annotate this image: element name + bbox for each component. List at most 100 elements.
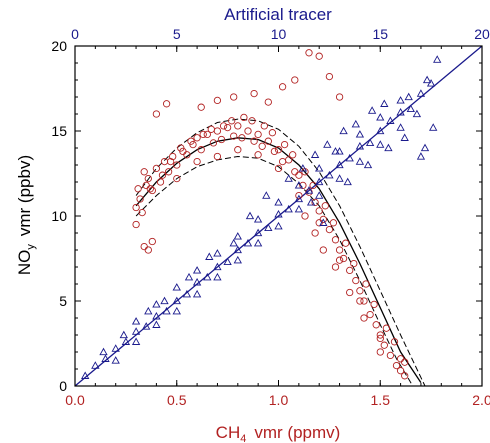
circle-point (309, 181, 317, 190)
circle-point (356, 287, 364, 295)
triangle-point (253, 238, 263, 247)
circle-point (193, 134, 201, 142)
circle-point (213, 96, 222, 105)
left-axis-title: NOy vmr (ppbv) (15, 155, 37, 275)
circle-point (331, 263, 340, 271)
bottom-axis-title-subscript: 4 (240, 433, 246, 443)
circle-point (193, 157, 201, 166)
circle-point (291, 76, 299, 84)
circle-point (321, 202, 329, 210)
triangle-point (420, 143, 430, 152)
triangle-point (213, 249, 222, 257)
circle-point (203, 130, 211, 139)
triangle-point (335, 160, 344, 169)
triangle-point (213, 272, 222, 281)
triangle-point (99, 347, 108, 356)
circle-point (162, 100, 171, 108)
circle-point (289, 151, 297, 159)
left-axis-tick-label: 15 (51, 123, 67, 139)
top-axis-tick-label: 0 (71, 26, 79, 42)
triangle-point (274, 209, 283, 218)
circle-point (223, 123, 232, 132)
triangle-point (386, 116, 395, 124)
circle-point (148, 186, 156, 195)
curve-line (135, 137, 422, 383)
circle-point (315, 219, 323, 227)
circle-point (140, 168, 148, 176)
triangle-point (412, 109, 422, 118)
circle-point (164, 168, 173, 176)
circle-point (278, 83, 287, 91)
circle-point (169, 152, 177, 161)
triangle-point (160, 296, 169, 305)
bottom-axis-title-main: CH (216, 423, 241, 442)
circle-point (346, 266, 354, 275)
bottom-axis-title-rest: vmr (ppmv) (254, 423, 340, 442)
triangle-point (229, 238, 238, 247)
triangle-point (284, 174, 293, 182)
circle-point (301, 212, 309, 220)
circle-point (331, 236, 340, 244)
circle-point (325, 72, 334, 81)
triangle-point (315, 164, 324, 172)
points-layer (81, 49, 442, 380)
circle-point (197, 103, 205, 111)
triangle-point (253, 228, 263, 237)
circle-point (392, 361, 401, 370)
circle-point (187, 137, 195, 145)
circle-point (213, 152, 222, 161)
circle-point (270, 147, 279, 156)
circle-point (285, 156, 293, 164)
left-axis-title-rest: vmr (ppbv) (15, 155, 34, 236)
circle-point (280, 140, 289, 149)
circle-point (274, 164, 283, 173)
circle-point (305, 49, 313, 57)
triangle-point (355, 157, 365, 165)
triangle-point (91, 361, 100, 369)
circle-point (244, 127, 252, 135)
bottom-axis-tick-label: 0.0 (65, 392, 85, 408)
triangle-point (315, 177, 324, 186)
bottom-axis-tick-label: 2.0 (472, 392, 490, 408)
triangle-point (192, 289, 202, 298)
circle-point (213, 127, 222, 135)
circle-point (134, 185, 142, 193)
circle-point (158, 171, 167, 179)
circle-point (356, 297, 364, 305)
triangle-point (343, 177, 352, 186)
triangle-point (101, 354, 110, 362)
triangle-point (367, 106, 377, 114)
triangle-point (131, 337, 141, 345)
circle-point (382, 324, 391, 332)
circle-point (274, 146, 283, 154)
circle-point (254, 130, 262, 139)
circle-point (315, 52, 323, 60)
triangle-point (351, 119, 360, 128)
triangle-point (111, 356, 120, 364)
triangle-point (152, 300, 161, 308)
triangle-point (245, 211, 255, 220)
triangle-point (400, 133, 409, 141)
circle-point (258, 142, 266, 150)
circle-point (360, 297, 368, 305)
triangle-point (363, 160, 373, 169)
circle-point (144, 174, 152, 183)
circle-point (376, 331, 384, 339)
triangle-point (262, 191, 271, 199)
circle-point (278, 157, 287, 166)
triangle-point (274, 221, 283, 230)
triangle-point (205, 252, 214, 260)
circle-point (311, 229, 319, 237)
triangle-point (233, 232, 242, 240)
circle-point (238, 134, 246, 142)
circle-point (342, 239, 350, 247)
circle-point (199, 130, 207, 139)
triangle-point (284, 204, 293, 213)
triangle-point (306, 198, 316, 206)
left-axis-tick-label: 5 (59, 293, 67, 309)
triangle-point (323, 140, 332, 148)
circle-point (350, 259, 358, 268)
circle-point (250, 137, 258, 145)
